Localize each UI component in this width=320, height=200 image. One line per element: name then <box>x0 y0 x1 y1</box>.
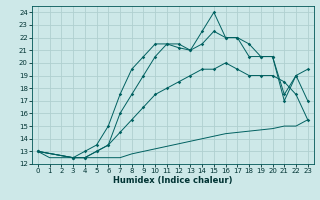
X-axis label: Humidex (Indice chaleur): Humidex (Indice chaleur) <box>113 176 233 185</box>
